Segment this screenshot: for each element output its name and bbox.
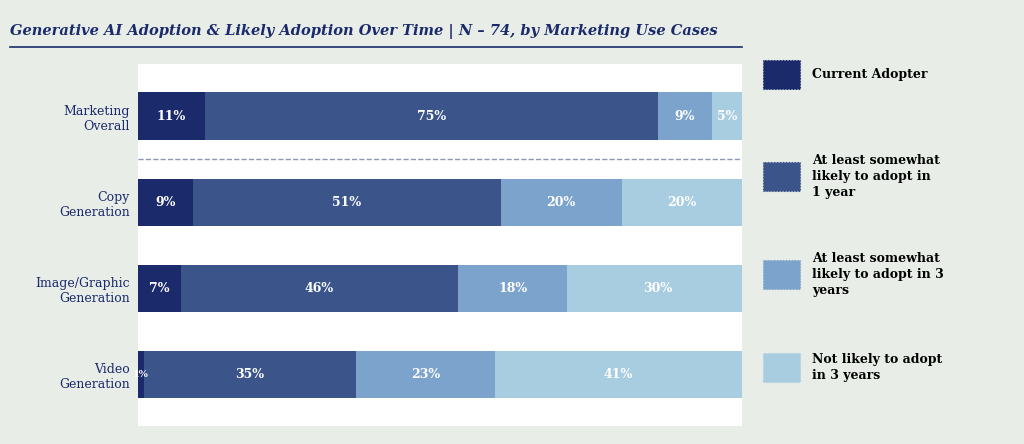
Text: 9%: 9% (156, 196, 175, 209)
Bar (355, 351, 495, 398)
Text: At least somewhat
likely to adopt in 3
years: At least somewhat likely to adopt in 3 y… (812, 252, 944, 297)
Bar (138, 351, 144, 398)
Text: Not likely to adopt
in 3 years: Not likely to adopt in 3 years (812, 353, 942, 382)
Bar (205, 92, 657, 140)
Bar (180, 265, 459, 312)
Bar (144, 351, 355, 398)
Bar (459, 265, 567, 312)
Text: 11%: 11% (157, 110, 186, 123)
Text: 20%: 20% (547, 196, 575, 209)
Bar (138, 178, 193, 226)
Text: 30%: 30% (643, 282, 673, 295)
Bar (657, 92, 713, 140)
Text: 5%: 5% (717, 110, 737, 123)
Text: 35%: 35% (236, 368, 264, 381)
Text: 1%: 1% (133, 370, 150, 379)
Bar (622, 178, 742, 226)
Bar (138, 92, 205, 140)
Text: 7%: 7% (150, 282, 170, 295)
Text: 20%: 20% (668, 196, 696, 209)
Bar (713, 92, 742, 140)
Bar (138, 265, 180, 312)
Text: 75%: 75% (417, 110, 445, 123)
Bar (501, 178, 622, 226)
Bar (193, 178, 501, 226)
Text: At least somewhat
likely to adopt in
1 year: At least somewhat likely to adopt in 1 y… (812, 154, 940, 199)
Text: 41%: 41% (604, 368, 633, 381)
Text: 23%: 23% (411, 368, 439, 381)
Text: 51%: 51% (332, 196, 361, 209)
Text: 9%: 9% (675, 110, 695, 123)
Text: Generative AI Adoption & Likely Adoption Over Time | N – 74, by Marketing Use Ca: Generative AI Adoption & Likely Adoption… (10, 24, 718, 40)
Bar (567, 265, 749, 312)
Text: 18%: 18% (499, 282, 527, 295)
Text: 46%: 46% (305, 282, 334, 295)
Bar (495, 351, 742, 398)
Text: Current Adopter: Current Adopter (812, 68, 928, 81)
